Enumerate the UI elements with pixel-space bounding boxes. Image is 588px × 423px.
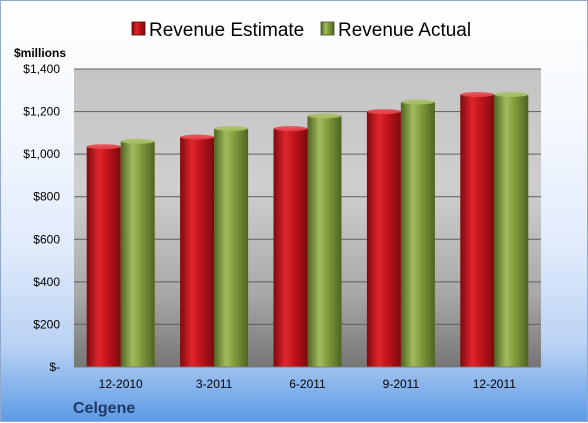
x-tick-label: 6-2011 bbox=[289, 377, 326, 391]
x-tick-label: 9-2011 bbox=[383, 377, 420, 391]
bar-cap bbox=[494, 92, 529, 98]
bar-estimate-3-2011 bbox=[180, 137, 215, 367]
bar-cap bbox=[273, 126, 308, 132]
y-tick-label: $1,000 bbox=[23, 147, 60, 161]
y-tick-label: $1,400 bbox=[23, 62, 60, 76]
bar-estimate-6-2011 bbox=[273, 128, 308, 367]
x-axis-ticks: 12-2010 3-2011 6-2011 9-2011 12-2011 bbox=[99, 377, 517, 391]
bar-actual-12-2010 bbox=[120, 141, 155, 367]
bar-cap bbox=[120, 138, 155, 144]
bars bbox=[86, 92, 529, 368]
bar-cap bbox=[400, 99, 435, 105]
y-tick-label: $1,200 bbox=[23, 105, 60, 119]
bar-actual-3-2011 bbox=[214, 128, 249, 367]
legend-label-estimate: Revenue Estimate bbox=[149, 20, 304, 41]
bar-estimate-12-2011 bbox=[460, 94, 495, 368]
bar-cap bbox=[180, 134, 215, 140]
y-tick-label: $400 bbox=[33, 275, 60, 289]
y-tick-label: $600 bbox=[33, 232, 60, 246]
bar-actual-6-2011 bbox=[307, 115, 342, 367]
bar-cap bbox=[214, 126, 249, 132]
bar-cap bbox=[460, 92, 495, 98]
bar-estimate-9-2011 bbox=[366, 111, 401, 367]
y-tick-label: $800 bbox=[33, 190, 60, 204]
y-axis-ticks: $- $200 $400 $600 $800 $1,000 $1,200 $1,400 bbox=[23, 62, 60, 374]
y-axis-units-label: $millions bbox=[14, 46, 66, 60]
bar-cap bbox=[307, 113, 342, 119]
legend: Revenue Estimate Revenue Actual bbox=[131, 20, 471, 41]
legend-swatch-estimate bbox=[131, 21, 146, 36]
company-name: Celgene bbox=[73, 400, 135, 417]
y-tick-label: $- bbox=[49, 360, 60, 374]
x-tick-label: 3-2011 bbox=[196, 377, 233, 391]
x-tick-label: 12-2010 bbox=[99, 377, 143, 391]
bar-estimate-12-2010 bbox=[86, 146, 121, 367]
legend-label-actual: Revenue Actual bbox=[338, 20, 471, 41]
bar-actual-12-2011 bbox=[494, 94, 529, 368]
bar-cap bbox=[366, 109, 401, 115]
legend-swatch-actual bbox=[320, 21, 335, 36]
y-tick-label: $200 bbox=[33, 317, 60, 331]
x-tick-label: 12-2011 bbox=[473, 377, 516, 391]
bar-cap bbox=[86, 144, 121, 150]
bar-actual-9-2011 bbox=[400, 101, 435, 367]
